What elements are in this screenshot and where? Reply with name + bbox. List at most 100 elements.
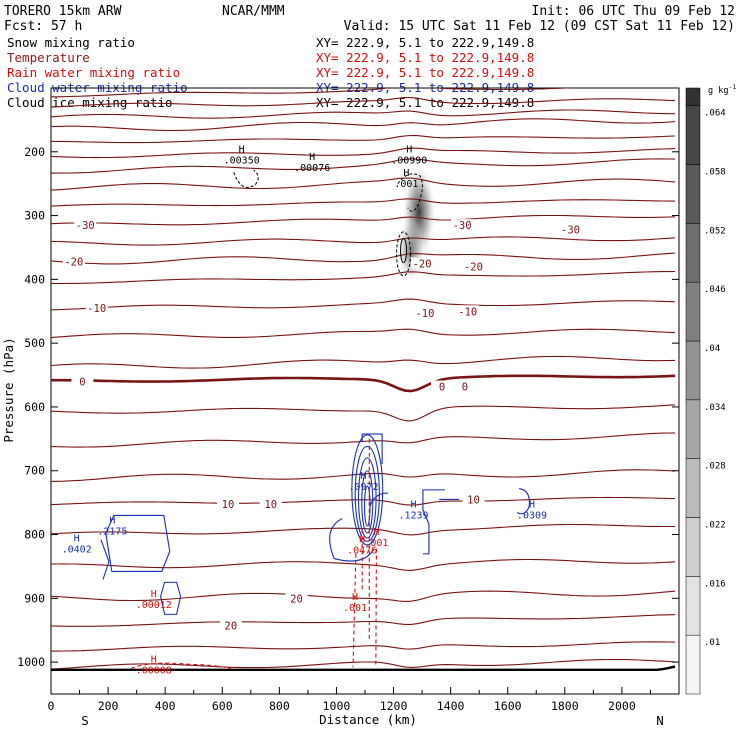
maximum-value-8: .0309 xyxy=(517,511,547,522)
colorbar-swatch-0 xyxy=(685,634,701,695)
colorbar-label-4: .034 xyxy=(704,403,726,413)
colorbar-swatch-9 xyxy=(685,105,701,165)
rain-contour-5 xyxy=(130,662,232,670)
maximum-marker-2: H xyxy=(406,144,412,155)
cloud-water-contour-1 xyxy=(105,514,171,572)
maximum-marker-1: H xyxy=(309,152,315,163)
maximum-marker-12: H xyxy=(151,589,157,600)
x-tick-label-7: 1400 xyxy=(437,699,465,713)
terrain-line xyxy=(51,665,676,671)
colorbar-swatch-6 xyxy=(685,281,701,342)
temperature-isotherm-24 xyxy=(51,614,676,627)
x-tick-label-10: 2000 xyxy=(608,699,636,713)
temperature-label-bg-11 xyxy=(453,380,476,392)
temperature-isotherm-9 xyxy=(51,214,676,226)
temperature-label-0: -30 xyxy=(76,220,95,232)
legend-xs-snow: XY= 222.9, 5.1 to 222.9,149.8 xyxy=(316,35,534,50)
colorbar-swatch-5 xyxy=(685,340,701,401)
temperature-label-bg-6 xyxy=(85,302,108,314)
temperature-label-bg-4 xyxy=(411,257,434,269)
colorbar-swatch-1 xyxy=(685,576,701,636)
y-tick-label-5: 700 xyxy=(24,464,45,478)
convective-cloud-water-3 xyxy=(361,470,374,534)
maximum-marker-13: H xyxy=(151,655,157,666)
legend-name-snow: Snow mixing ratio xyxy=(7,35,135,50)
temperature-isotherm-19 xyxy=(51,469,676,482)
maximum-marker-9: H xyxy=(359,535,365,546)
temperature-label-15: 20 xyxy=(290,593,303,605)
maximum-marker-3: H xyxy=(403,168,409,179)
temperature-label-bg-12 xyxy=(216,497,239,509)
maximum-value-1: .00076 xyxy=(294,163,330,174)
temperature-label-11: 0 xyxy=(462,382,468,394)
y-axis-label: Pressure (hPa) xyxy=(1,337,16,442)
x-tick-label-4: 800 xyxy=(269,699,290,713)
temperature-label-bg-3 xyxy=(62,255,85,267)
plot-content: -30 -30 -30 -20 -20 -20 -10 -10 -10 0 0 0 10 10 10 20 20… xyxy=(51,88,676,677)
x-axis: 0 200 400 600 800 1000 1200 1400 1600 1800 2000 xyxy=(48,687,651,713)
temperature-isotherm-1 xyxy=(51,97,676,108)
colorbar-label-0: .01 xyxy=(704,638,720,648)
x-tick-label-3: 600 xyxy=(212,699,233,713)
colorbar-label-9: .064 xyxy=(704,109,726,119)
temperature-label-bg-1 xyxy=(451,219,474,231)
north-label: N xyxy=(656,713,664,728)
temperature-label-bg-13 xyxy=(259,497,282,509)
y-tick-label-4: 600 xyxy=(24,400,45,414)
cloud-water-contour-3 xyxy=(160,581,182,615)
convective-cloud-water-4 xyxy=(363,485,371,527)
maximum-value-7: .1239 xyxy=(398,511,428,522)
temperature-isotherm-3 xyxy=(51,118,676,132)
temperature-isotherm-23 xyxy=(51,590,676,602)
temperature-isotherm-15 xyxy=(51,355,676,369)
valid-time: Valid: 15 UTC Sat 11 Feb 12 (09 CST Sat … xyxy=(344,19,735,34)
colorbar-swatch-8 xyxy=(685,164,701,224)
temperature-label-bg-9 xyxy=(71,375,94,387)
maximum-marker-5: H xyxy=(74,533,80,544)
temperature-isotherm-22 xyxy=(51,558,676,571)
maximum-marker-6: H xyxy=(361,471,367,482)
y-tick-label-8: 1000 xyxy=(17,655,45,669)
colorbar-label-8: .058 xyxy=(704,167,726,177)
x-axis-label: Distance (km) xyxy=(319,712,417,727)
temperature-isotherm-16 xyxy=(51,374,676,393)
y-tick-label-7: 900 xyxy=(24,591,45,605)
cloud-ice-contour-1 xyxy=(233,169,259,188)
temperature-label-bg-5 xyxy=(462,260,485,272)
temperature-label-5: -20 xyxy=(464,262,483,274)
rain-contour-1 xyxy=(352,553,357,668)
temperature-label-3: -20 xyxy=(64,257,83,269)
temperature-isotherm-8 xyxy=(51,198,675,207)
legend-xs-cloud-ice: XY= 222.9, 5.1 to 222.9,149.8 xyxy=(316,95,534,110)
temperature-isotherm-10 xyxy=(51,236,676,246)
temperature-label-16: 20 xyxy=(225,621,238,633)
y-tick-label-3: 500 xyxy=(24,336,45,350)
cloud-water-contour-6 xyxy=(516,488,530,515)
rain-contour-2 xyxy=(375,548,377,668)
temperature-label-12: 10 xyxy=(222,499,235,511)
maximum-value-0: .00350 xyxy=(224,155,260,166)
colorbar-swatch-4 xyxy=(685,399,701,459)
temperature-contours xyxy=(51,88,676,670)
temperature-label-1: -30 xyxy=(453,220,472,232)
convective-cloud-water-2 xyxy=(357,457,377,539)
colorbar: .01 .016 .022 .028 .034 .04 .046 .052 .058 .064 xyxy=(685,87,726,695)
y-tick-label-1: 300 xyxy=(24,209,45,223)
temperature-isotherm-17 xyxy=(51,404,676,422)
convective-cloud-water-1 xyxy=(354,445,380,542)
colorbar-unit: g kg-1 xyxy=(708,83,736,96)
x-tick-label-2: 400 xyxy=(155,699,176,713)
maximum-value-5: .0402 xyxy=(62,544,92,555)
forecast-hour: Fcst: 57 h xyxy=(4,19,82,34)
temperature-isotherm-4 xyxy=(51,134,676,144)
temperature-label-bg-7 xyxy=(413,307,436,319)
maximum-value-3: .001 xyxy=(394,179,418,190)
temperature-label-bg-2 xyxy=(559,223,582,235)
maximum-value-12: .00012 xyxy=(136,600,172,611)
cloud-water-tower-outline xyxy=(361,433,383,465)
maximum-marker-0: H xyxy=(239,144,245,155)
field-legend: Snow mixing ratio XY= 222.9, 5.1 to 222.… xyxy=(7,35,534,110)
cloud-ice-contour-3 xyxy=(396,231,412,277)
colorbar-label-5: .04 xyxy=(704,344,720,354)
temperature-label-bg-10 xyxy=(431,380,454,392)
